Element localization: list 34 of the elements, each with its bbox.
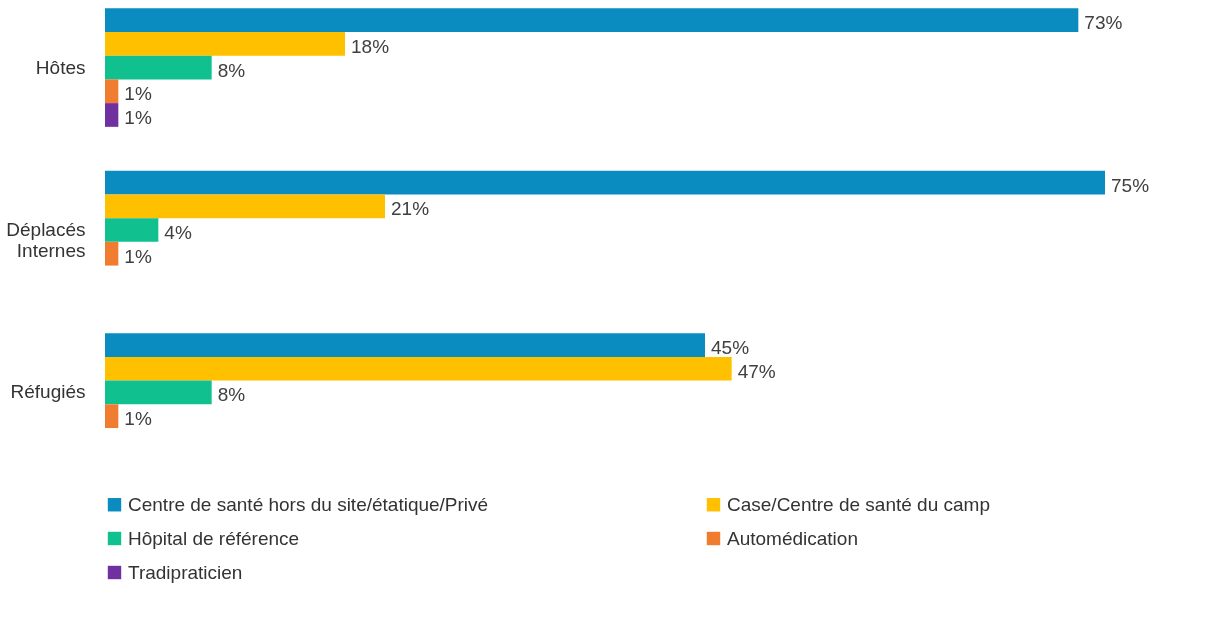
data-label: 18% bbox=[351, 35, 390, 57]
legend-label: Automédication bbox=[727, 527, 858, 549]
data-label: 8% bbox=[217, 384, 246, 406]
bar bbox=[105, 380, 212, 405]
bar bbox=[105, 218, 159, 242]
legend-label: Centre de santé hors du site/étatique/Privé bbox=[128, 493, 489, 515]
legend-label: Hôpital de référence bbox=[128, 527, 300, 549]
data-label: 73% bbox=[1084, 12, 1123, 34]
data-label: 47% bbox=[737, 360, 776, 382]
data-label: 1% bbox=[124, 106, 152, 128]
bar bbox=[105, 404, 119, 429]
y-tick-label: Hôtes bbox=[35, 56, 86, 78]
data-label: 1% bbox=[124, 408, 152, 430]
bar bbox=[105, 31, 345, 56]
y-tick-label: Déplacés Internes bbox=[6, 219, 86, 261]
legend-label: Tradipraticien bbox=[128, 561, 243, 583]
bar bbox=[105, 103, 119, 127]
bar bbox=[105, 79, 119, 104]
legend-label: Case/Centre de santé du camp bbox=[727, 493, 990, 515]
bar bbox=[105, 333, 705, 357]
data-label: 21% bbox=[391, 198, 430, 220]
bar bbox=[105, 8, 1079, 32]
bar bbox=[105, 356, 732, 381]
data-label: 75% bbox=[1111, 174, 1150, 196]
bar bbox=[105, 241, 119, 266]
data-label: 1% bbox=[124, 245, 152, 267]
y-tick-label: Réfugiés bbox=[10, 381, 86, 403]
bar bbox=[105, 55, 212, 80]
data-label: 4% bbox=[164, 222, 192, 243]
bar bbox=[105, 194, 385, 219]
data-label: 45% bbox=[711, 337, 750, 359]
data-label: 1% bbox=[124, 83, 152, 105]
data-label: 8% bbox=[217, 59, 246, 81]
bar bbox=[105, 170, 1105, 195]
